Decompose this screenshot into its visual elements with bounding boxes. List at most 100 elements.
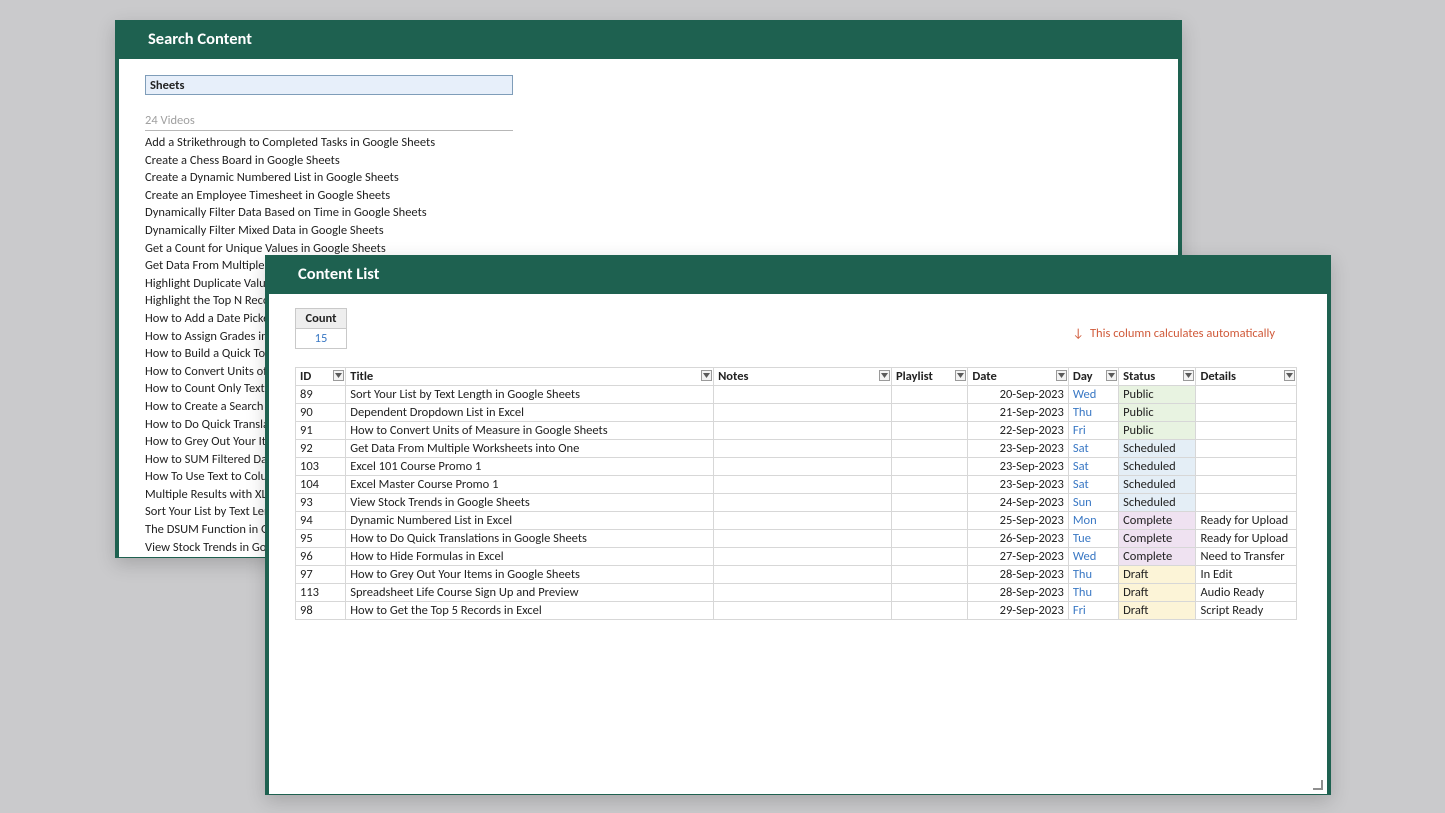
cell-date: 23-Sep-2023 [968, 440, 1069, 458]
cell-day: Thu [1068, 566, 1118, 584]
search-result-item[interactable]: Create a Chess Board in Google Sheets [145, 152, 1178, 170]
cell-playlist [891, 404, 967, 422]
cell-status: Public [1119, 386, 1196, 404]
table-row[interactable]: 96How to Hide Formulas in Excel27-Sep-20… [296, 548, 1297, 566]
search-panel-title: Search Content [115, 20, 1182, 59]
cell-notes [714, 458, 892, 476]
cell-date: 28-Sep-2023 [968, 584, 1069, 602]
column-header[interactable]: ID [296, 368, 346, 386]
cell-day: Fri [1068, 422, 1118, 440]
cell-id: 97 [296, 566, 346, 584]
cell-date: 21-Sep-2023 [968, 404, 1069, 422]
table-row[interactable]: 90Dependent Dropdown List in Excel21-Sep… [296, 404, 1297, 422]
column-header[interactable]: Date [968, 368, 1069, 386]
cell-playlist [891, 548, 967, 566]
cell-status: Complete [1119, 530, 1196, 548]
cell-date: 28-Sep-2023 [968, 566, 1069, 584]
search-result-count: 24 Videos [145, 113, 513, 131]
column-header[interactable]: Details [1196, 368, 1297, 386]
filter-dropdown-icon[interactable] [701, 370, 712, 381]
filter-dropdown-icon[interactable] [1106, 370, 1117, 381]
cell-notes [714, 566, 892, 584]
cell-date: 24-Sep-2023 [968, 494, 1069, 512]
filter-dropdown-icon[interactable] [1284, 370, 1295, 381]
cell-title: Spreadsheet Life Course Sign Up and Prev… [346, 584, 714, 602]
cell-title: How to Grey Out Your Items in Google She… [346, 566, 714, 584]
cell-id: 113 [296, 584, 346, 602]
column-header[interactable]: Notes [714, 368, 892, 386]
content-panel-body: Count 15 ↓This column calculates automat… [269, 294, 1327, 794]
cell-date: 23-Sep-2023 [968, 458, 1069, 476]
cell-id: 90 [296, 404, 346, 422]
search-result-item[interactable]: Add a Strikethrough to Completed Tasks i… [145, 134, 1178, 152]
table-row[interactable]: 98How to Get the Top 5 Records in Excel2… [296, 602, 1297, 620]
cell-status: Draft [1119, 584, 1196, 602]
column-header[interactable]: Status [1119, 368, 1196, 386]
cell-notes [714, 440, 892, 458]
search-input[interactable]: Sheets [145, 75, 513, 95]
count-value: 15 [296, 329, 346, 348]
column-header[interactable]: Day [1068, 368, 1118, 386]
cell-title: How to Hide Formulas in Excel [346, 548, 714, 566]
cell-id: 98 [296, 602, 346, 620]
cell-details [1196, 458, 1297, 476]
search-result-item[interactable]: Create an Employee Timesheet in Google S… [145, 187, 1178, 205]
table-row[interactable]: 89Sort Your List by Text Length in Googl… [296, 386, 1297, 404]
filter-dropdown-icon[interactable] [1183, 370, 1194, 381]
cell-details [1196, 476, 1297, 494]
cell-id: 103 [296, 458, 346, 476]
table-row[interactable]: 94Dynamic Numbered List in Excel25-Sep-2… [296, 512, 1297, 530]
cell-notes [714, 548, 892, 566]
cell-date: 20-Sep-2023 [968, 386, 1069, 404]
cell-details [1196, 440, 1297, 458]
cell-day: Thu [1068, 584, 1118, 602]
cell-id: 92 [296, 440, 346, 458]
filter-dropdown-icon[interactable] [879, 370, 890, 381]
resize-handle-icon[interactable] [1313, 780, 1323, 790]
cell-status: Public [1119, 404, 1196, 422]
cell-playlist [891, 458, 967, 476]
cell-day: Sat [1068, 458, 1118, 476]
count-box: Count 15 [295, 308, 347, 349]
cell-details [1196, 386, 1297, 404]
cell-title: Get Data From Multiple Worksheets into O… [346, 440, 714, 458]
table-row[interactable]: 103Excel 101 Course Promo 1 23-Sep-2023Sa… [296, 458, 1297, 476]
table-row[interactable]: 92Get Data From Multiple Worksheets into… [296, 440, 1297, 458]
count-label: Count [296, 309, 346, 329]
filter-dropdown-icon[interactable] [955, 370, 966, 381]
cell-details: Ready for Upload [1196, 512, 1297, 530]
cell-notes [714, 386, 892, 404]
cell-status: Scheduled [1119, 476, 1196, 494]
cell-title: How to Convert Units of Measure in Googl… [346, 422, 714, 440]
cell-title: Excel 101 Course Promo 1 [346, 458, 714, 476]
cell-details: In Edit [1196, 566, 1297, 584]
cell-title: Sort Your List by Text Length in Google … [346, 386, 714, 404]
column-header[interactable]: Title [346, 368, 714, 386]
search-result-item[interactable]: Dynamically Filter Mixed Data in Google … [145, 222, 1178, 240]
cell-playlist [891, 422, 967, 440]
cell-day: Sat [1068, 440, 1118, 458]
cell-title: Dynamic Numbered List in Excel [346, 512, 714, 530]
search-result-item[interactable]: Create a Dynamic Numbered List in Google… [145, 169, 1178, 187]
filter-dropdown-icon[interactable] [333, 370, 344, 381]
table-row[interactable]: 95How to Do Quick Translations in Google… [296, 530, 1297, 548]
cell-title: Excel Master Course Promo 1 [346, 476, 714, 494]
filter-dropdown-icon[interactable] [1056, 370, 1067, 381]
table-row[interactable]: 93View Stock Trends in Google Sheets24-S… [296, 494, 1297, 512]
cell-status: Public [1119, 422, 1196, 440]
content-panel-title: Content List [265, 255, 1331, 294]
column-header[interactable]: Playlist [891, 368, 967, 386]
table-row[interactable]: 97How to Grey Out Your Items in Google S… [296, 566, 1297, 584]
table-row[interactable]: 113Spreadsheet Life Course Sign Up and P… [296, 584, 1297, 602]
cell-playlist [891, 440, 967, 458]
cell-day: Wed [1068, 386, 1118, 404]
cell-status: Complete [1119, 548, 1196, 566]
cell-details [1196, 422, 1297, 440]
cell-day: Fri [1068, 602, 1118, 620]
cell-id: 91 [296, 422, 346, 440]
table-row[interactable]: 104Excel Master Course Promo 123-Sep-202… [296, 476, 1297, 494]
cell-playlist [891, 602, 967, 620]
search-result-item[interactable]: Dynamically Filter Data Based on Time in… [145, 204, 1178, 222]
cell-notes [714, 584, 892, 602]
table-row[interactable]: 91How to Convert Units of Measure in Goo… [296, 422, 1297, 440]
